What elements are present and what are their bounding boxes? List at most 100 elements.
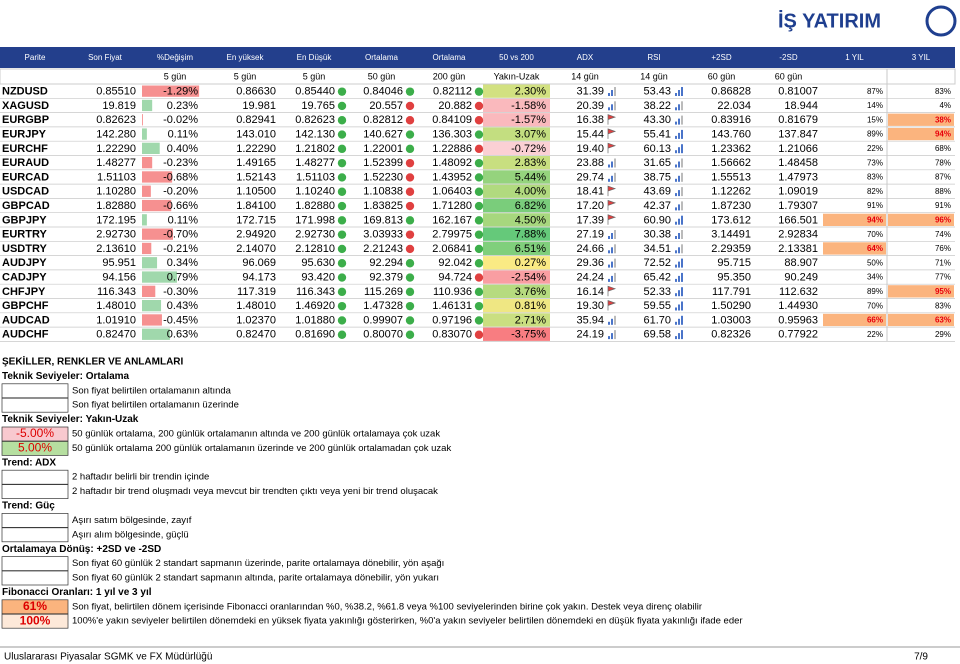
average-indicator bbox=[337, 316, 347, 325]
cell-value: 3.14491 bbox=[711, 229, 751, 241]
bar-segment bbox=[675, 107, 677, 111]
cell-value: 2.71% bbox=[515, 314, 546, 326]
legend-box bbox=[1, 426, 69, 442]
spread-cell bbox=[483, 84, 550, 98]
strength-bars bbox=[608, 330, 616, 340]
spread-cell bbox=[483, 127, 550, 141]
bar-segment bbox=[681, 201, 683, 211]
cell-value: 19.819 bbox=[102, 100, 136, 112]
average-indicator bbox=[337, 244, 347, 254]
spread-cell bbox=[483, 170, 550, 184]
cell-value: 3.07% bbox=[515, 128, 546, 140]
cell-value: 70% bbox=[867, 230, 883, 239]
fib-highlight bbox=[888, 285, 954, 298]
cell-value: 0.63% bbox=[167, 329, 198, 341]
cell-value: 5.44% bbox=[515, 171, 546, 183]
strength-bars bbox=[608, 244, 616, 254]
cell-value: 29.36 bbox=[576, 257, 604, 269]
bar-segment bbox=[614, 330, 616, 340]
column-header: -2SD bbox=[779, 53, 797, 62]
spread-cell bbox=[483, 284, 550, 298]
cell-value: 6.51% bbox=[515, 243, 546, 255]
cell-value: 1.84100 bbox=[236, 200, 276, 212]
bar-segment bbox=[614, 87, 616, 96]
cell-value: 1.43952 bbox=[432, 171, 472, 183]
cell-value: 172.715 bbox=[236, 214, 276, 226]
cell-value: 1.48010 bbox=[236, 300, 276, 312]
bar-segment bbox=[678, 90, 680, 96]
cell-value: 38% bbox=[935, 115, 951, 124]
bar-segment bbox=[675, 207, 677, 211]
average-indicator bbox=[405, 158, 415, 168]
cell-value: 4.50% bbox=[515, 214, 546, 226]
cell-value: 3.03933 bbox=[363, 229, 403, 241]
change-bar bbox=[142, 242, 152, 255]
column-header: En yüksek bbox=[227, 53, 265, 62]
change-bar bbox=[142, 171, 173, 183]
pair-name: NZDUSD bbox=[2, 86, 48, 98]
cell-value: 0.43% bbox=[167, 300, 198, 312]
legend-title: ŞEKİLLER, RENKLER VE ANLAMLARI bbox=[2, 355, 184, 368]
cell-value: 173.612 bbox=[711, 214, 751, 226]
cell-value: 2.13610 bbox=[96, 243, 136, 255]
cell-value: 1.48277 bbox=[96, 157, 136, 169]
trend-flag bbox=[607, 300, 617, 311]
cell-value: -1.57% bbox=[511, 114, 546, 126]
trend-flag bbox=[607, 185, 617, 197]
legend-text: 2 haftadır belirli bir trendin içinde bbox=[72, 472, 209, 483]
bar-segment bbox=[675, 336, 677, 340]
bar-segment bbox=[675, 150, 677, 154]
bar-segment bbox=[675, 178, 677, 182]
average-indicator bbox=[405, 330, 415, 339]
column-subheader: 200 gün bbox=[433, 71, 466, 81]
legend-heading: Teknik Seviyeler: Ortalama bbox=[2, 371, 130, 382]
cell-value: 0.79% bbox=[167, 271, 198, 283]
cell-value: 1.52399 bbox=[363, 157, 403, 169]
strength-bars bbox=[675, 330, 683, 340]
pair-name: XAGUSD bbox=[2, 100, 49, 112]
cell-value: 0.80070 bbox=[363, 329, 403, 341]
strength-bars bbox=[608, 172, 616, 182]
legend-text: Son fiyat 60 günlük 2 standart sapmanın … bbox=[72, 573, 439, 584]
spread-cell bbox=[483, 156, 550, 170]
cell-value: 1.82880 bbox=[96, 200, 136, 212]
trend-flag bbox=[607, 199, 617, 211]
cell-value: -0.68% bbox=[163, 171, 198, 183]
cell-value: 1.56662 bbox=[711, 157, 751, 169]
cell-value: 1.52143 bbox=[236, 171, 276, 183]
cell-value: 38.75 bbox=[643, 171, 671, 183]
column-header: Ortalama bbox=[433, 53, 466, 62]
cell-value: 95% bbox=[935, 287, 951, 296]
fib-highlight bbox=[888, 113, 954, 126]
cell-value: 94.173 bbox=[242, 271, 276, 283]
bar-segment bbox=[678, 175, 680, 182]
cell-value: 1.71280 bbox=[432, 200, 472, 212]
bar-segment bbox=[675, 293, 677, 297]
legend-text: Aşırı alım bölgesinde, güçlü bbox=[72, 529, 189, 540]
legend-text: Son fiyat belirtilen ortalamanın üzerind… bbox=[72, 400, 239, 411]
bar-segment bbox=[608, 93, 610, 96]
cell-value: 94.724 bbox=[438, 271, 472, 283]
page-number: 7/9 bbox=[914, 652, 928, 663]
average-indicator bbox=[337, 187, 347, 196]
legend-box bbox=[1, 441, 69, 456]
trend-flag bbox=[607, 285, 617, 297]
cell-value: 169.813 bbox=[363, 214, 403, 226]
cell-value: 4% bbox=[939, 101, 951, 110]
bar-segment bbox=[675, 164, 677, 168]
bar-segment bbox=[681, 230, 683, 239]
spread-cell bbox=[483, 313, 550, 327]
bar-segment bbox=[608, 236, 610, 239]
bar-segment bbox=[608, 278, 610, 282]
cell-value: 87% bbox=[867, 87, 883, 96]
cell-value: 95.715 bbox=[717, 257, 751, 269]
bar-segment bbox=[614, 172, 616, 182]
cell-value: 1.21066 bbox=[778, 143, 818, 155]
cell-value: 0.82623 bbox=[295, 114, 335, 126]
bar-segment bbox=[678, 261, 680, 268]
average-indicator bbox=[474, 301, 484, 311]
cell-value: -2.54% bbox=[511, 271, 546, 283]
column-header: Son Fiyat bbox=[88, 53, 123, 62]
cell-value: 59.55 bbox=[643, 300, 671, 312]
pair-name: AUDCAD bbox=[2, 314, 50, 326]
